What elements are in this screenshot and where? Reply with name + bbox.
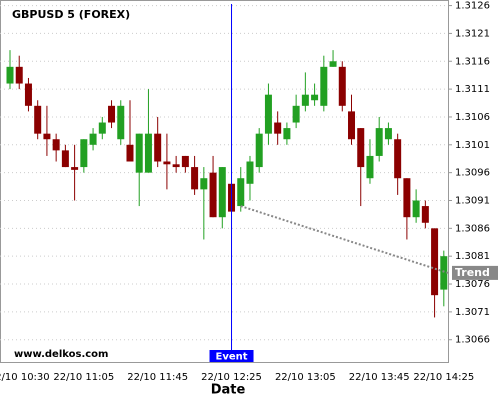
- y-tick-label: 1.3066: [455, 335, 490, 346]
- candle-body: [172, 164, 180, 168]
- trend-box: [452, 265, 498, 280]
- candle-body: [440, 256, 448, 290]
- trend-line: [240, 205, 449, 274]
- y-tick-label: 1.3106: [455, 112, 490, 123]
- y-tick-label: 1.3091: [455, 195, 490, 206]
- x-tick-label: 22/10 12:25: [201, 372, 262, 383]
- y-tick-label: 1.3111: [455, 84, 490, 95]
- candle-body: [154, 133, 162, 162]
- watermark: www.delkos.com: [14, 349, 108, 360]
- candle-body: [80, 139, 88, 168]
- chart-title: GBPUSD 5 (FOREX): [12, 8, 130, 21]
- candle-body: [412, 200, 420, 218]
- y-tick-label: 1.3096: [455, 168, 490, 179]
- candle-body: [209, 172, 217, 218]
- y-tick-label: 1.3116: [455, 56, 490, 67]
- x-tick-label: 22/10 11:05: [53, 372, 114, 383]
- candle-body: [126, 144, 134, 162]
- candle-body: [15, 66, 23, 84]
- candle-body: [274, 122, 282, 134]
- candle-body: [71, 167, 79, 170]
- candle-body: [301, 94, 309, 106]
- trend-label: Trend: [455, 266, 490, 279]
- candle-body: [421, 206, 429, 223]
- candle-body: [329, 61, 337, 67]
- candle-body: [24, 83, 32, 106]
- candle-body: [311, 94, 319, 101]
- candle-body: [375, 128, 383, 156]
- candle-body: [181, 155, 189, 168]
- y-tick-label: 1.3071: [455, 307, 490, 318]
- y-tick-label: 1.3121: [455, 28, 490, 39]
- candle-body: [366, 155, 374, 179]
- candle-body: [98, 122, 106, 134]
- y-tick-label: 1.3126: [455, 1, 490, 12]
- candle-body: [292, 105, 300, 123]
- candle-body: [384, 128, 392, 140]
- candle-body: [61, 150, 69, 168]
- candle-body: [144, 133, 152, 173]
- candle-body: [163, 161, 171, 165]
- x-tick-label: 22/10 10:30: [0, 372, 50, 383]
- candle-body: [283, 128, 291, 140]
- candle-body: [108, 105, 116, 123]
- candle-body: [191, 167, 199, 190]
- y-tick-label: 1.3081: [455, 251, 490, 262]
- x-tick-label: 22/10 14:25: [413, 372, 474, 383]
- candle-body: [255, 133, 263, 168]
- candle-body: [6, 66, 14, 84]
- x-tick-label: 22/10 13:05: [275, 372, 336, 383]
- candle-body: [246, 161, 254, 184]
- candle-body: [218, 167, 226, 218]
- candle-body: [431, 228, 439, 296]
- y-tick-label: 1.3101: [455, 140, 490, 151]
- x-tick-label: 22/10 11:45: [127, 372, 188, 383]
- event-label: Event: [216, 352, 248, 363]
- x-tick-label: 22/10 13:45: [349, 372, 410, 383]
- candle-body: [403, 178, 411, 218]
- candle-body: [237, 178, 245, 207]
- x-axis-label: Date: [211, 383, 246, 398]
- candle-body: [264, 94, 272, 134]
- candle-body: [52, 139, 60, 151]
- event-box: [209, 350, 254, 362]
- candle-body: [348, 111, 356, 140]
- candle-body: [357, 128, 365, 168]
- y-tick-label: 1.3086: [455, 223, 490, 234]
- plot-frame: [0, 0, 449, 363]
- candle-body: [34, 105, 42, 134]
- candle-body: [394, 139, 402, 179]
- candle-body: [320, 66, 328, 106]
- candle-body: [135, 133, 143, 173]
- y-tick-label: 1.3076: [455, 279, 490, 290]
- candle-body: [43, 133, 51, 140]
- candle-body: [117, 105, 125, 140]
- candle-body: [89, 133, 97, 145]
- candle-body: [200, 178, 208, 190]
- candle-body: [338, 66, 346, 106]
